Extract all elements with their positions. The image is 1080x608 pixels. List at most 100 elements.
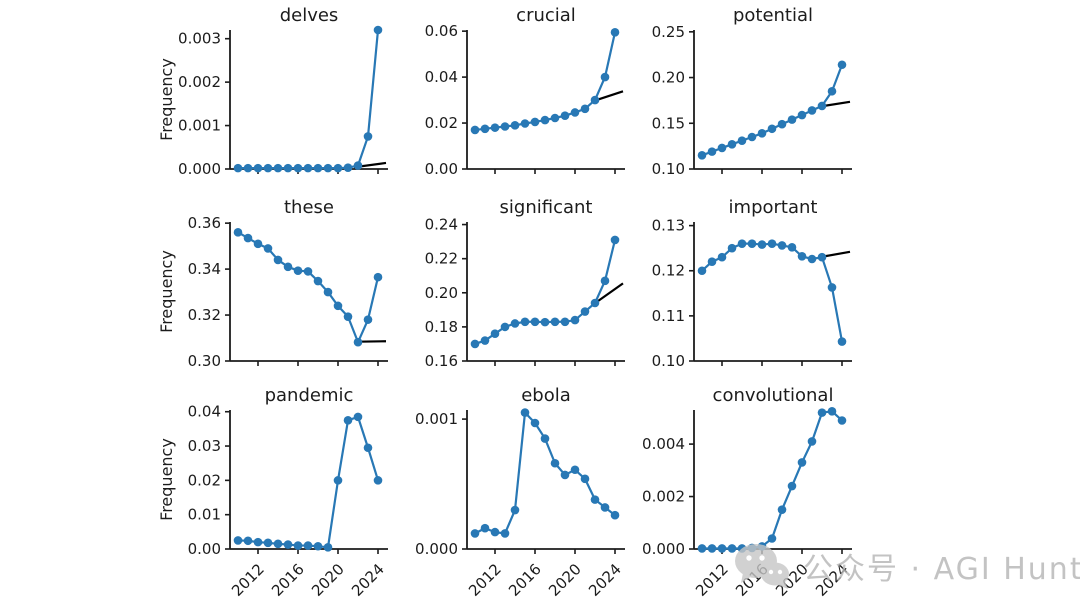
data-point	[817, 408, 827, 417]
y-tick-label: 0.003	[178, 30, 221, 48]
data-point	[717, 252, 727, 262]
data-point	[510, 319, 520, 328]
data-point	[757, 542, 767, 551]
data-point	[600, 276, 610, 286]
y-tick-label: 0.04	[188, 403, 221, 421]
series-line	[237, 231, 380, 344]
data-point	[590, 95, 600, 105]
y-tick-label: 0.11	[652, 307, 685, 325]
data-point	[787, 242, 797, 252]
data-point	[520, 408, 530, 417]
chart-canvas: ebola 0.000 0.001 2012 2016 2020 2024	[415, 385, 625, 600]
data-point	[697, 266, 707, 276]
data-point	[767, 239, 777, 248]
data-point	[777, 505, 787, 514]
data-point	[480, 336, 490, 345]
y-tick-label: 0.10	[652, 160, 685, 178]
x-tick-label: 2012	[692, 560, 732, 600]
trend-line	[821, 250, 851, 258]
chart-canvas: significant 0.16 0.18 0.20 0.22 0.24	[425, 197, 625, 370]
data-point	[530, 317, 540, 327]
y-tick-label: 0.32	[188, 306, 221, 324]
subplot-title: potential	[733, 5, 813, 26]
y-tick-label: 0.06	[425, 22, 458, 40]
data-point	[827, 86, 837, 96]
data-point	[757, 240, 767, 249]
data-point	[737, 136, 747, 145]
y-tick-label: 0.001	[178, 117, 221, 135]
data-point	[500, 122, 510, 131]
subplot-crucial: crucial 0.00 0.02 0.04 0.06	[395, 0, 640, 228]
data-point	[827, 283, 837, 292]
subplot-these: these Frequency 0.30 0.32 0.34 0.36	[157, 192, 403, 420]
subplot-title: delves	[280, 5, 339, 26]
x-tick-label: 2020	[308, 560, 348, 600]
x-tick-label: 2020	[545, 560, 585, 600]
data-point	[550, 317, 560, 327]
data-point	[293, 163, 303, 173]
y-tick-label: 0.000	[178, 160, 221, 178]
data-point	[273, 255, 283, 265]
subplot-potential: potential 0.10 0.15 0.20 0.25	[622, 0, 867, 228]
subplot-title: important	[729, 197, 818, 218]
y-tick-label: 0.01	[188, 506, 221, 524]
chart-canvas: potential 0.10 0.15 0.20 0.25	[652, 5, 852, 178]
data-point	[747, 543, 757, 553]
subplot-title: these	[284, 197, 334, 218]
data-point	[363, 443, 373, 453]
data-point	[727, 243, 737, 253]
data-point	[797, 110, 807, 120]
data-point	[600, 72, 610, 82]
x-tick-label: 2020	[772, 560, 812, 600]
data-point	[837, 416, 847, 425]
data-point	[590, 495, 600, 504]
data-point	[827, 407, 837, 416]
data-point	[737, 239, 747, 248]
data-point	[580, 307, 590, 316]
x-tick-label: 2012	[228, 560, 268, 600]
trend-line	[593, 282, 624, 305]
data-point	[550, 113, 560, 123]
series-line	[474, 239, 617, 345]
data-point	[500, 322, 510, 332]
data-point	[480, 523, 490, 533]
y-tick-label: 0.10	[652, 352, 685, 370]
y-axis-label: Frequency	[157, 438, 176, 521]
data-point	[530, 117, 540, 127]
data-point	[480, 124, 490, 134]
subplot-significant: significant 0.16 0.18 0.20 0.22 0.24	[395, 192, 640, 420]
data-point	[283, 163, 293, 173]
data-point	[817, 101, 827, 111]
subplot-convolutional: convolutional 0.000 0.002 0.004 2012 2016 2020…	[622, 380, 867, 608]
data-point	[233, 228, 243, 237]
y-tick-label: 0.24	[425, 216, 458, 234]
data-point	[540, 115, 550, 125]
data-point	[373, 476, 383, 485]
y-tick-label: 0.000	[642, 540, 685, 558]
data-point	[343, 163, 353, 172]
subplot-title: ebola	[521, 385, 571, 406]
series-line	[702, 410, 843, 550]
data-point	[343, 312, 353, 321]
data-point	[263, 163, 273, 173]
y-tick-label: 0.20	[652, 69, 685, 87]
y-tick-label: 0.15	[652, 114, 685, 132]
data-point	[797, 458, 807, 467]
y-axis-label: Frequency	[157, 250, 176, 333]
data-point	[490, 527, 500, 537]
y-tick-label: 0.00	[188, 540, 221, 558]
data-point	[273, 539, 283, 549]
data-point	[817, 252, 827, 262]
data-point	[807, 254, 817, 264]
subplot-title: significant	[500, 197, 593, 218]
data-point	[540, 317, 550, 327]
chart-canvas: pandemic Frequency 0.00 0.01 0.02 0.03 0.04 201…	[157, 385, 388, 600]
data-point	[253, 537, 263, 547]
data-point	[610, 27, 620, 37]
data-point	[353, 412, 363, 422]
chart-canvas: these Frequency 0.30 0.32 0.34 0.36	[157, 197, 388, 370]
data-point	[580, 104, 590, 114]
data-point	[323, 542, 333, 552]
data-point	[253, 163, 263, 173]
data-point	[560, 111, 570, 120]
